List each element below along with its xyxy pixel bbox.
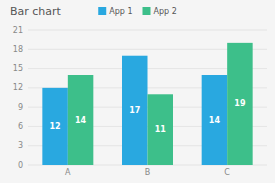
y-tick-label: 15 [13,64,23,73]
bar [42,88,67,165]
background [0,0,275,183]
grid [28,30,267,165]
x-tick-label: A [65,168,71,177]
grid-line [28,30,267,31]
data-label: 17 [129,106,140,115]
bar [68,75,93,165]
data-label: 19 [234,99,246,108]
bar [202,75,227,165]
data-label: 12 [50,122,61,131]
data-label: 14 [209,116,221,125]
y-tick-label: 0 [18,161,23,170]
bar [148,94,173,165]
legend-swatch [143,7,151,15]
data-label: 14 [75,116,87,125]
legend: App 1 App 2 [98,7,177,16]
y-tick-label: 3 [18,141,23,150]
x-tick-label: C [224,168,230,177]
legend-label: App 1 [109,7,132,16]
bar [122,56,147,165]
bar [227,43,252,165]
data-label: 11 [155,125,167,134]
chart-svg: 0 3 6 9 12 15 18 21 12 17 14 14 11 19 A B C Bar chart App … [0,0,275,183]
title: Bar chart [10,5,62,18]
legend-label: App 2 [154,7,177,16]
y-tick-label: 12 [13,83,23,92]
x-tick-label: B [145,168,151,177]
y-tick-label: 6 [18,122,23,131]
bars [42,43,252,165]
y-tick-label: 18 [13,45,23,54]
data-labels: 12 17 14 14 11 19 [50,99,246,134]
y-tick-label: 9 [18,103,23,112]
chart-container: 0 3 6 9 12 15 18 21 12 17 14 14 11 19 A B C Bar chart App … [0,0,275,183]
y-tick-label: 21 [13,26,23,35]
legend-swatch [98,7,106,15]
